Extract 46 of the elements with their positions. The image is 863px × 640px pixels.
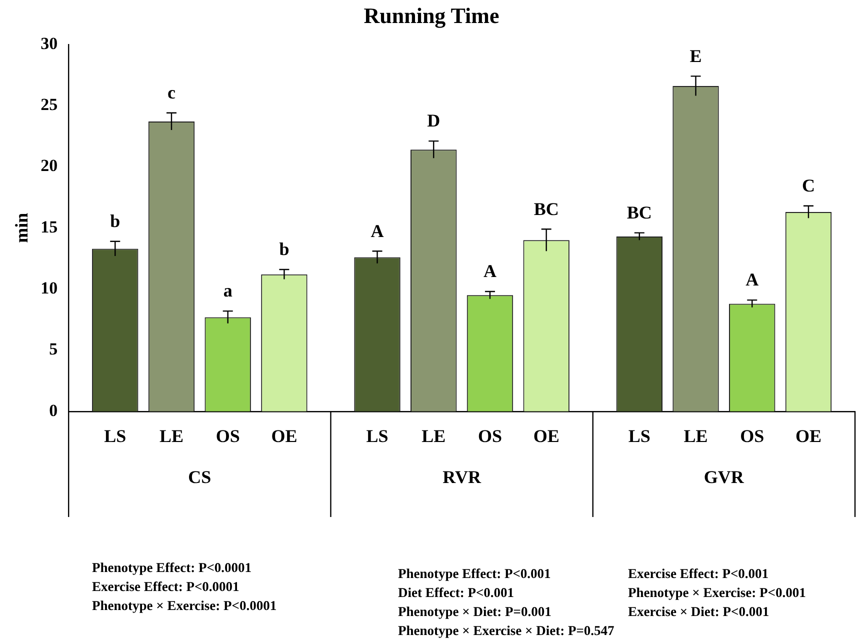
- data-label: E: [690, 46, 702, 66]
- series-label: OS: [216, 426, 240, 446]
- x-tick-label: CS: [188, 466, 212, 487]
- series-label: LS: [104, 426, 126, 446]
- text: Diet Effect: P<0.001: [398, 584, 514, 602]
- text: LE: [684, 426, 708, 446]
- data-label: A: [483, 261, 496, 282]
- text: Phenotype Effect: P<0.001: [398, 565, 551, 583]
- data-label: c: [167, 82, 176, 103]
- data-label: a: [223, 280, 232, 301]
- text: Phenotype × Exercise: P<0.0001: [92, 597, 277, 615]
- x-tick-label: RVR: [442, 466, 482, 487]
- data-label: C: [802, 176, 815, 196]
- text: OS: [740, 426, 764, 446]
- y-tick-label: 10: [40, 278, 58, 298]
- y-tick-label: 30: [40, 34, 58, 53]
- y-tick-label: 15: [40, 217, 58, 236]
- series-label: LE: [159, 426, 184, 446]
- y-tick-label: 25: [40, 94, 58, 114]
- data-label: b: [110, 211, 120, 232]
- data-label: BC: [626, 202, 652, 222]
- text: OE: [795, 426, 822, 446]
- text: Phenotype × Exercise: P<0.001: [628, 584, 806, 602]
- text: LS: [366, 426, 388, 446]
- data-label: D: [427, 110, 440, 131]
- text: OE: [533, 426, 560, 446]
- text: Phenotype × Exercise × Diet: P=0.547: [398, 622, 614, 640]
- y-tick-label: 5: [49, 340, 58, 359]
- text: Exercise × Diet: P<0.001: [628, 603, 770, 621]
- chart-title: Running Time: [364, 2, 500, 28]
- text: Exercise Effect: P<0.0001: [92, 578, 240, 596]
- data-label: A: [746, 270, 759, 290]
- text: Phenotype Effect: P<0.0001: [92, 559, 252, 577]
- y-tick-label: 20: [40, 156, 58, 176]
- text: LS: [628, 426, 650, 446]
- data-label: BC: [534, 198, 559, 219]
- text: Exercise Effect: P<0.001: [628, 565, 769, 583]
- data-label: b: [279, 239, 290, 260]
- y-tick-label: 0: [49, 400, 58, 420]
- data-label: A: [370, 220, 384, 241]
- text: LE: [422, 426, 446, 446]
- x-tick-label: GVR: [704, 466, 745, 487]
- text: Phenotype × Diet: P=0.001: [398, 603, 552, 621]
- y-axis-title: min: [11, 212, 32, 243]
- series-label: OE: [271, 426, 298, 446]
- text: OS: [478, 426, 502, 446]
